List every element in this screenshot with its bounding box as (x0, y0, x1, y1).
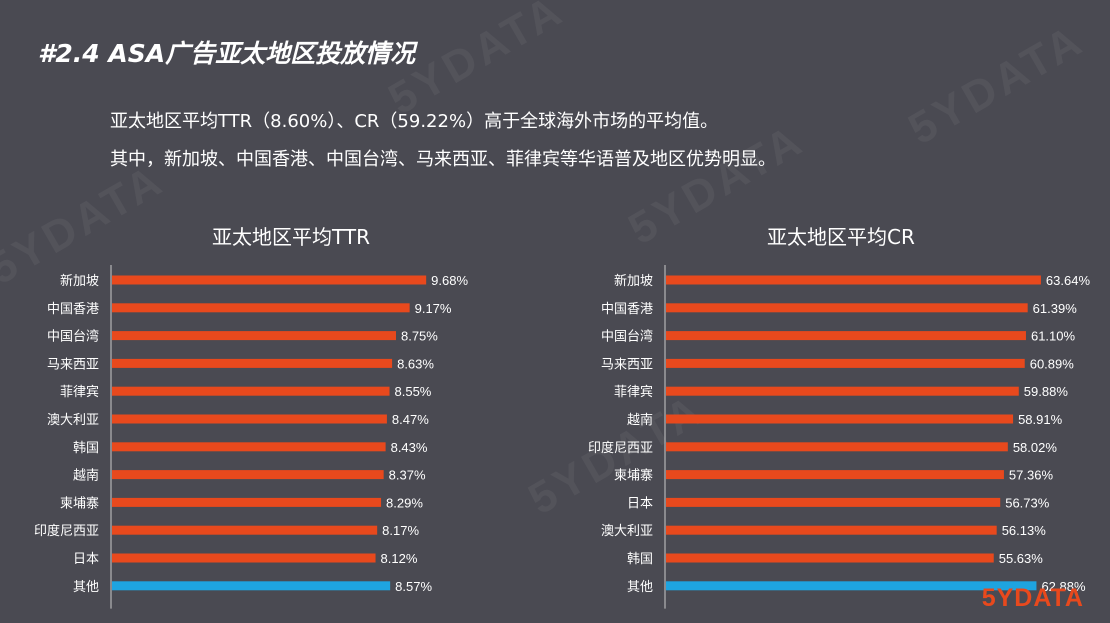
ttr-category-label: 印度尼西亚 (34, 523, 99, 539)
ttr-bar-chart: 新加坡 9.68% 中国香港 9.17% 中国台湾 8.75% 马来西亚 8.63% 菲律宾 8.… (34, 265, 468, 609)
cr-bar (666, 470, 1004, 480)
cr-bar (666, 553, 994, 563)
cr-category-label: 日本 (627, 496, 653, 511)
cr-value-label: 62.88% (1041, 579, 1086, 594)
summary-text: 亚太地区平均TTR（8.60%）、CR（59.22%）高于全球海外市场的平均值。… (110, 103, 776, 179)
cr-bar (666, 497, 1001, 507)
ydata-logo: 5YDATA (982, 584, 1084, 613)
ttr-value-label: 8.17% (382, 523, 419, 538)
ttr-bar (112, 414, 387, 424)
cr-bar (666, 358, 1025, 368)
ttr-value-label: 9.17% (415, 301, 452, 316)
cr-value-label: 59.88% (1024, 384, 1069, 399)
cr-category-label: 马来西亚 (601, 357, 653, 372)
cr-category-label: 新加坡 (614, 273, 653, 289)
cr-value-label: 55.63% (999, 551, 1044, 566)
cr-bar (666, 525, 997, 535)
cr-category-label: 韩国 (627, 552, 653, 567)
cr-bar (666, 275, 1041, 285)
ttr-category-label: 日本 (73, 552, 99, 567)
cr-bar (666, 386, 1019, 396)
ttr-value-label: 8.55% (395, 384, 432, 399)
cr-value-label: 56.73% (1005, 495, 1050, 510)
ttr-category-label: 澳大利亚 (47, 412, 99, 428)
ttr-category-label: 菲律宾 (60, 384, 99, 400)
ttr-chart-title: 亚太地区平均TTR (212, 225, 370, 249)
ttr-category-label: 中国台湾 (47, 329, 99, 345)
cr-value-label: 58.91% (1018, 412, 1063, 427)
page-title: #2.4 ASA广告亚太地区投放情况 (38, 39, 416, 68)
ttr-category-label: 新加坡 (60, 273, 99, 289)
cr-category-label: 越南 (627, 412, 653, 428)
ttr-category-label: 韩国 (73, 441, 99, 456)
ttr-value-label: 8.29% (386, 495, 423, 510)
ttr-value-label: 8.37% (389, 468, 426, 483)
cr-value-label: 60.89% (1030, 356, 1075, 371)
ttr-bar (112, 525, 378, 535)
cr-category-label: 菲律宾 (614, 384, 653, 400)
cr-value-label: 58.02% (1013, 440, 1058, 455)
logo-text: 5YDATA (981, 584, 1084, 612)
ttr-bar (112, 386, 390, 396)
ttr-value-label: 9.68% (431, 273, 468, 288)
cr-category-label: 印度尼西亚 (588, 440, 653, 456)
summary-line-1: 亚太地区平均TTR（8.60%）、CR（59.22%）高于全球海外市场的平均值。 (110, 111, 719, 132)
ttr-value-label: 8.47% (392, 412, 429, 427)
ttr-bar (112, 275, 427, 285)
ttr-bar (112, 358, 393, 368)
cr-category-label: 澳大利亚 (601, 523, 653, 539)
ttr-value-label: 8.75% (401, 329, 438, 344)
cr-chart-title: 亚太地区平均CR (767, 225, 915, 249)
ttr-bar (112, 303, 410, 313)
cr-value-label: 57.36% (1009, 468, 1054, 483)
cr-category-label: 其他 (627, 580, 653, 595)
cr-category-label: 柬埔寨 (614, 468, 653, 484)
ttr-value-label: 8.12% (381, 551, 418, 566)
ttr-bar (112, 553, 376, 563)
cr-value-label: 63.64% (1046, 273, 1091, 288)
cr-bar (666, 442, 1008, 452)
cr-value-label: 61.10% (1031, 329, 1076, 344)
summary-line-2: 其中，新加坡、中国香港、中国台湾、马来西亚、菲律宾等华语普及地区优势明显。 (110, 149, 776, 170)
cr-bar-chart: 新加坡 63.64% 中国香港 61.39% 中国台湾 61.10% 马来西亚 60.89% 菲… (588, 265, 1091, 609)
ttr-category-label: 马来西亚 (47, 357, 99, 372)
cr-category-label: 中国台湾 (601, 329, 653, 345)
cr-value-label: 56.13% (1002, 523, 1047, 538)
ttr-category-label: 中国香港 (47, 302, 99, 317)
cr-bar (666, 303, 1028, 313)
ttr-bar (112, 497, 382, 507)
cr-bar (666, 581, 1037, 591)
ttr-value-label: 8.57% (395, 579, 432, 594)
ttr-category-label: 其他 (73, 580, 99, 595)
watermark: 5YDATA (900, 14, 1093, 155)
ttr-value-label: 8.43% (391, 440, 428, 455)
ttr-category-label: 柬埔寨 (60, 495, 99, 511)
ttr-bar (112, 442, 386, 452)
cr-bar (666, 414, 1014, 424)
ttr-bar (112, 470, 384, 480)
cr-bar (666, 331, 1026, 341)
ttr-value-label: 8.63% (397, 356, 434, 371)
cr-category-label: 中国香港 (601, 302, 653, 317)
ttr-bar (112, 331, 396, 341)
ttr-category-label: 越南 (73, 468, 99, 484)
cr-value-label: 61.39% (1033, 301, 1078, 316)
ttr-bar (112, 581, 391, 591)
